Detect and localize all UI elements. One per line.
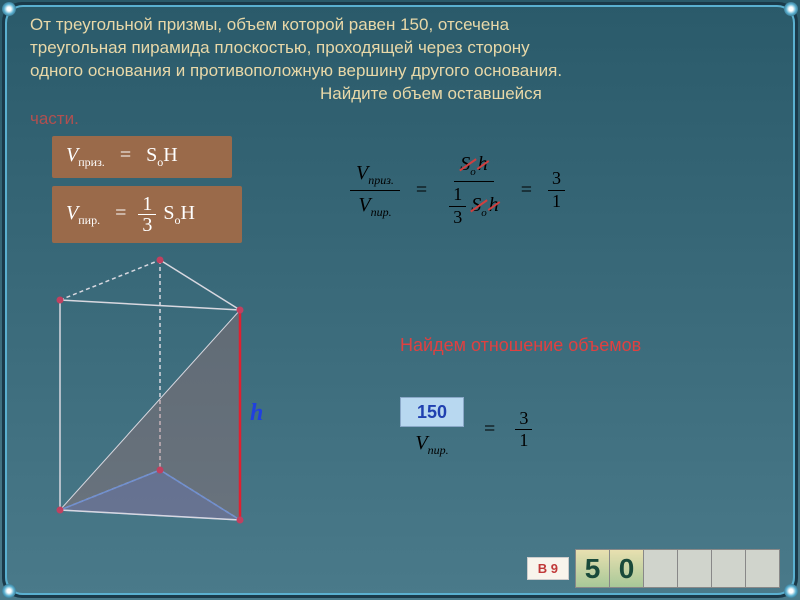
prism-diagram (30, 240, 270, 560)
v-prism-label: Vприз. (66, 144, 105, 166)
answer-cell-5 (746, 550, 780, 588)
problem-line1: От треугольной призмы, объем которой рав… (30, 14, 770, 37)
result-left-fraction: 150 Vпир. (400, 400, 464, 459)
answer-cells: 5 0 (575, 549, 780, 588)
pyramid-rhs: SоH (163, 202, 195, 224)
problem-question2: части. (30, 108, 79, 131)
find-ratio-text: Найдем отношение объемов (400, 335, 641, 356)
equals: = (115, 202, 126, 224)
ratio-left: Vприз. Vпир. (350, 159, 400, 221)
problem-question1: Найдите объем оставшейся (30, 83, 770, 106)
ratio-result: 3 1 (548, 168, 565, 212)
equals: = (120, 144, 131, 166)
formula-prism-volume: Vприз. = SоH (52, 136, 232, 178)
problem-line2: треугольная пирамида плоскостью, проходя… (30, 37, 770, 60)
answer-bar: В 9 5 0 (527, 549, 780, 588)
value-150-badge: 150 (400, 397, 464, 427)
v-pyramid-label: Vпир. (66, 202, 100, 224)
equals: = (416, 179, 427, 202)
problem-line3: одного основания и противоположную верши… (30, 60, 770, 83)
prism-rhs: SоH (146, 144, 178, 166)
answer-cell-0: 5 (576, 550, 610, 588)
ratio-middle: Sоh 1 3 Sоh (443, 150, 505, 230)
answer-cell-2 (644, 550, 678, 588)
section-b9-label: В 9 (527, 557, 569, 580)
one-third-fraction: 1 3 (138, 194, 156, 235)
equals: = (484, 418, 495, 441)
answer-cell-1: 0 (610, 550, 644, 588)
problem-statement: От треугольной призмы, объем которой рав… (30, 14, 770, 106)
result-equation: 150 Vпир. = 3 1 (400, 400, 532, 459)
formula-pyramid-volume: Vпир. = 1 3 SоH (52, 186, 242, 243)
result-right-fraction: 3 1 (515, 408, 532, 452)
ratio-derivation: Vприз. Vпир. = Sоh 1 3 Sоh = 3 1 (350, 150, 565, 230)
answer-cell-4 (712, 550, 746, 588)
answer-cell-3 (678, 550, 712, 588)
equals: = (521, 179, 532, 202)
